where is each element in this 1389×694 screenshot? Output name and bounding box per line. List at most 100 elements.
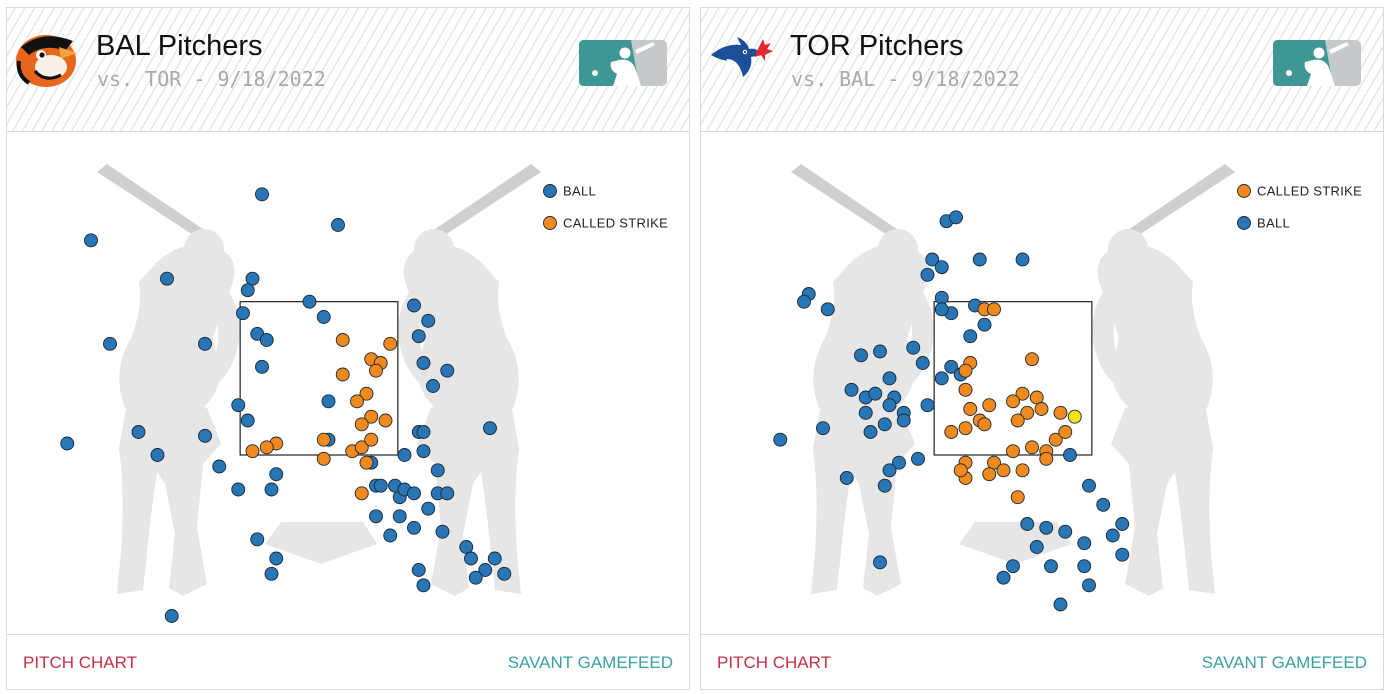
pitch-point: [854, 348, 868, 363]
pitch-point: [1096, 497, 1111, 512]
pitch-chart-plot: CALLED STRIKE BALL: [701, 132, 1383, 636]
pitch-point: [354, 486, 369, 501]
pitch-point: [416, 444, 431, 459]
pitch-point: [364, 409, 379, 424]
pitch-point: [982, 398, 997, 413]
pitch-point: [269, 467, 284, 482]
pitch-point: [1015, 386, 1030, 401]
legend-marker: [1237, 216, 1251, 230]
pitch-point: [259, 333, 274, 347]
pitch-point: [264, 482, 279, 497]
savant-gamefeed-link[interactable]: SAVANT GAMEFEED: [1201, 653, 1367, 672]
pitch-point: [906, 340, 921, 355]
pitch-point: [892, 455, 906, 470]
pitch-point: [231, 482, 246, 497]
pitch-point: [1015, 463, 1030, 478]
strike-zone: [239, 301, 399, 456]
pitch-point: [1053, 405, 1068, 420]
pitch-point: [378, 413, 393, 428]
pitch-point: [1025, 440, 1039, 455]
series-ball: [60, 187, 512, 623]
pitch-chart-plot: BALL CALLED STRIKE: [7, 132, 689, 636]
home-plate: [959, 522, 1071, 564]
pitch-point: [364, 432, 379, 447]
pitch-point: [416, 356, 431, 370]
legend-label: BALL: [563, 184, 596, 199]
pitch-point: [858, 405, 873, 420]
pitch-point: [369, 363, 383, 378]
pitch-point: [925, 252, 940, 267]
series-called-strike: [944, 302, 1073, 505]
pitch-point: [1010, 490, 1025, 505]
pitch-point: [958, 421, 973, 436]
pitch-point: [882, 371, 897, 386]
pitch-chart-svg: BALL CALLED STRIKE: [60, 164, 668, 623]
card-header: TOR Pitchers vs. BAL - 9/18/2022: [701, 8, 1383, 132]
pitch-point: [944, 425, 959, 439]
pitch-chart-link[interactable]: PITCH CHART: [717, 653, 831, 672]
pitch-point: [264, 566, 279, 581]
savant-gamefeed-link[interactable]: SAVANT GAMEFEED: [507, 653, 673, 672]
pitch-point: [421, 501, 436, 516]
pitch-point: [1105, 528, 1120, 543]
pitch-point: [996, 570, 1011, 585]
series-highlighted: [1067, 409, 1082, 424]
chart-legend: CALLED STRIKE BALL: [1237, 184, 1362, 231]
pitch-point: [1006, 394, 1020, 409]
pitch-point: [392, 509, 407, 524]
page-title: BAL Pitchers: [96, 30, 263, 62]
pitch-point: [198, 336, 212, 351]
pitch-point: [416, 578, 431, 593]
pitch-point: [407, 520, 421, 535]
pitch-point: [245, 271, 260, 286]
pitch-chart-link[interactable]: PITCH CHART: [23, 653, 137, 672]
pitch-point: [464, 551, 478, 566]
pitch-point: [468, 570, 483, 585]
pitch-point: [250, 532, 265, 547]
pitch-point: [996, 463, 1011, 478]
pitch-point: [920, 267, 935, 282]
pitch-point: [1115, 517, 1130, 531]
pitch-point: [972, 252, 987, 267]
pitch-point: [487, 551, 502, 566]
pitch-point: [316, 451, 331, 466]
pitch-point: [873, 344, 887, 359]
pitch-point: [240, 413, 255, 428]
orioles-bird-icon: [13, 25, 79, 91]
pitch-point: [497, 566, 512, 581]
legend-marker: [543, 184, 557, 198]
legend-marker: [1237, 184, 1251, 198]
pitch-point: [1034, 402, 1049, 416]
pitch-point: [231, 398, 246, 413]
pitch-point: [440, 363, 455, 378]
pitch-point: [369, 509, 383, 524]
matchup-subtitle: vs. BAL - 9/18/2022: [791, 67, 1020, 91]
pitch-point: [868, 386, 883, 401]
pitch-point: [958, 382, 973, 397]
pitch-point: [1020, 405, 1035, 420]
pitch-point: [411, 329, 426, 344]
pitch-point: [1039, 520, 1054, 535]
card-footer: PITCH CHART SAVANT GAMEFEED: [701, 634, 1383, 689]
pitch-point: [1063, 448, 1077, 462]
pitch-point: [245, 444, 260, 459]
pitch-point: [877, 417, 892, 432]
pitch-point: [934, 260, 949, 275]
pitch-point: [1029, 390, 1044, 405]
pitch-point: [459, 540, 474, 554]
pitch-point: [1053, 597, 1068, 612]
pitch-point: [430, 463, 445, 478]
pitch-point: [982, 467, 997, 482]
pitch-point: [321, 394, 336, 409]
pitch-point: [150, 448, 165, 462]
card-footer: PITCH CHART SAVANT GAMEFEED: [7, 634, 689, 689]
pitch-point: [915, 356, 930, 370]
pitch-point: [1058, 425, 1073, 439]
pitch-point: [383, 528, 398, 543]
page-title: TOR Pitchers: [790, 30, 964, 62]
pitch-chart-svg: CALLED STRIKE BALL: [773, 164, 1362, 612]
pitch-point: [335, 367, 350, 382]
pitch-point: [816, 421, 830, 436]
pitch-point: [934, 371, 949, 386]
right-handed-batter-silhouette: [791, 164, 934, 596]
